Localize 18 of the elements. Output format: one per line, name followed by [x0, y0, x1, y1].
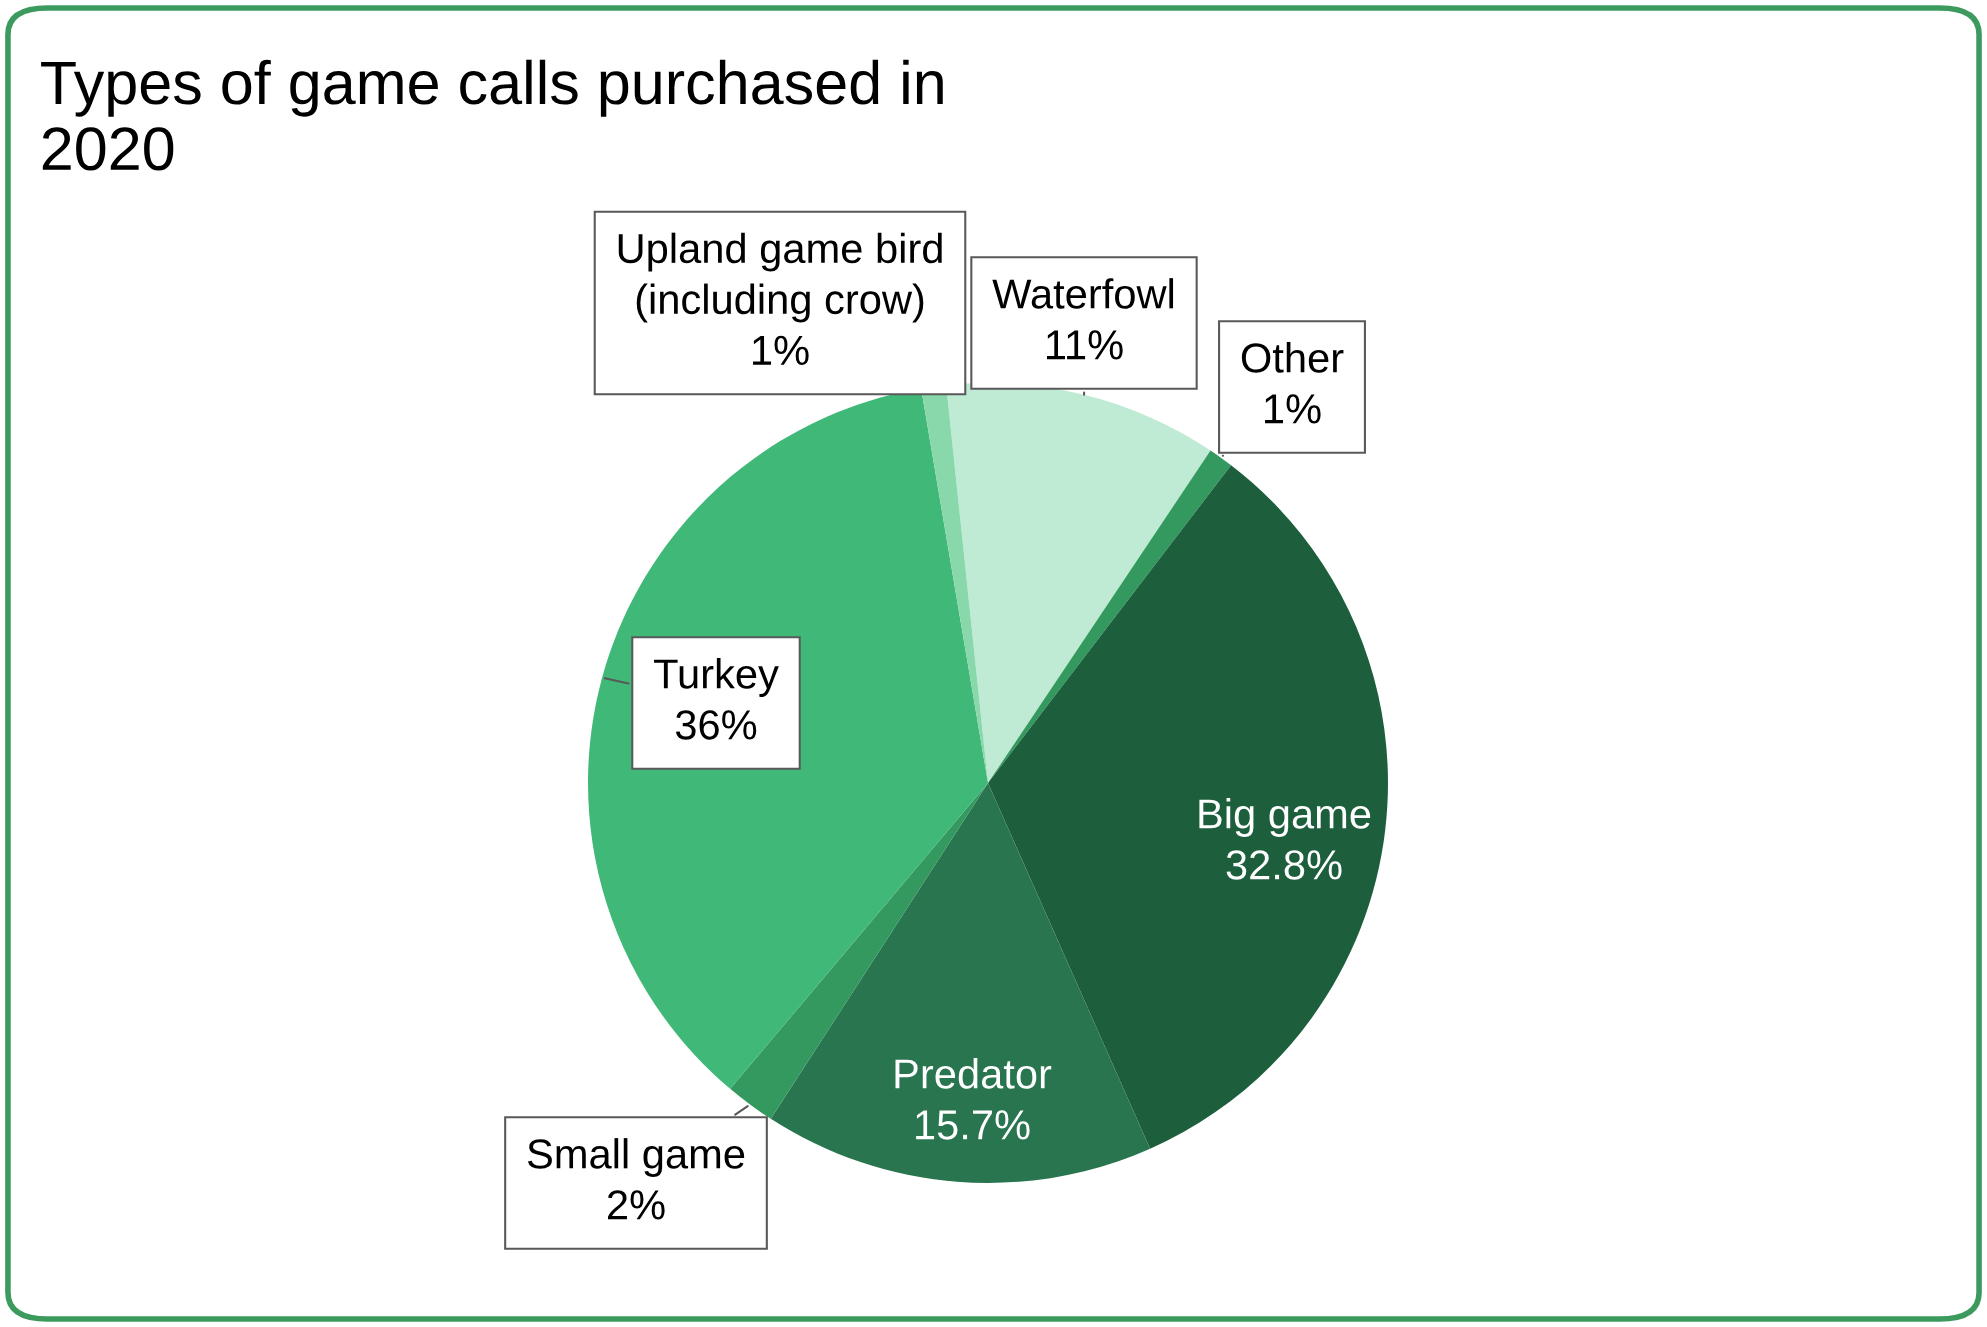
slice-label: Other — [1241, 342, 1344, 373]
data-label: 1% — [1265, 394, 1321, 424]
slice-label: Small game — [527, 1138, 745, 1177]
slice-label: Big game — [1199, 798, 1371, 837]
slice-label: Turkey — [654, 658, 779, 697]
data-label: 2% — [607, 1190, 665, 1220]
data-label: 32.8% — [1226, 850, 1342, 880]
chart-title: Types of game calls purchased in 2020 — [41, 59, 943, 171]
data-label: 36% — [675, 710, 757, 740]
data-label: 15.7% — [916, 1110, 1030, 1140]
slice-label: Waterfowl — [992, 278, 1174, 309]
pie-slice — [770, 783, 1151, 1183]
data-label: 1% — [753, 335, 809, 365]
data-label: 11% — [1047, 330, 1123, 360]
pie-slice — [988, 450, 1232, 783]
pie-slice — [946, 383, 1211, 783]
slice-label: Predator — [895, 1058, 1052, 1089]
slice-label: Upland game bird (including crow) — [618, 232, 942, 323]
